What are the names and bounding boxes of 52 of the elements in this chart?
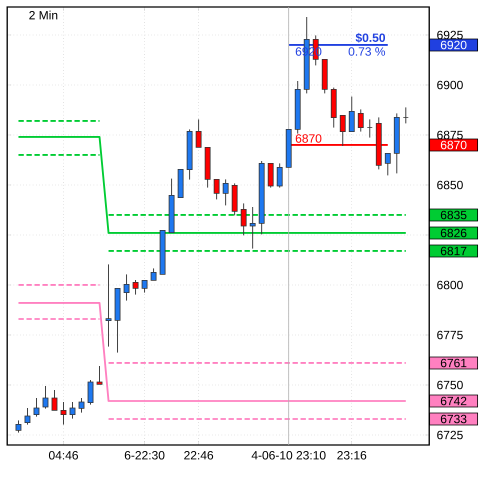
candlestick xyxy=(60,402,66,426)
candlestick xyxy=(52,390,58,411)
candlestick xyxy=(150,268,157,281)
candlestick xyxy=(142,280,148,294)
x-tick-label: 6-22:30 xyxy=(124,451,164,460)
annotation: 0.73 % xyxy=(348,47,386,56)
candlestick xyxy=(196,118,202,148)
annotation: $0.50 xyxy=(356,32,386,43)
text: 6835 xyxy=(440,210,466,220)
candlestick xyxy=(34,398,40,418)
x-tick-label: 22:46 xyxy=(184,451,214,460)
x-tick-label: 23:16 xyxy=(337,451,366,460)
y-tick-label: 6875 xyxy=(437,130,463,140)
text: 6920 xyxy=(440,40,466,50)
candlestick xyxy=(88,380,94,406)
text: 6742 xyxy=(440,396,466,406)
text: 6761 xyxy=(440,358,466,368)
text: 6826 xyxy=(440,228,466,238)
y-tick-label: 6725 xyxy=(437,430,463,440)
y-tick-label: 6850 xyxy=(437,180,463,190)
candlestick xyxy=(106,264,112,348)
candlestick xyxy=(42,386,48,410)
candlestick xyxy=(78,398,84,414)
y-tick-label: 6800 xyxy=(437,280,463,290)
y-tick-label: 6775 xyxy=(437,330,463,340)
candlestick xyxy=(16,420,22,434)
y-tick-label: 6750 xyxy=(437,380,463,390)
candlestick xyxy=(132,280,138,296)
candlestick xyxy=(240,202,247,236)
candlestick xyxy=(24,408,30,426)
candlestick xyxy=(366,118,373,138)
text: 6870 xyxy=(440,140,466,150)
candlestick xyxy=(70,402,76,420)
candlestick xyxy=(250,206,256,250)
candlestick xyxy=(276,162,283,188)
annotation: 6870 xyxy=(296,134,322,143)
candlestick xyxy=(384,152,391,176)
y-tick-label: 6925 xyxy=(437,30,463,40)
candlestick xyxy=(402,106,409,124)
candlestick xyxy=(348,96,355,132)
chart-title: 2 Min xyxy=(29,10,58,20)
text: 6817 xyxy=(440,246,466,256)
candlestick xyxy=(124,274,130,302)
candlestick xyxy=(222,178,229,206)
y-tick-label: 6900 xyxy=(437,80,463,90)
candlestick xyxy=(96,366,102,385)
candlestick xyxy=(214,178,220,200)
candlestick xyxy=(268,162,274,188)
x-tick-label: 04:46 xyxy=(48,451,78,460)
candlestick xyxy=(358,108,364,132)
text: 6733 xyxy=(440,414,466,424)
x-tick-label: 4-06-10 23:10 xyxy=(252,451,326,460)
